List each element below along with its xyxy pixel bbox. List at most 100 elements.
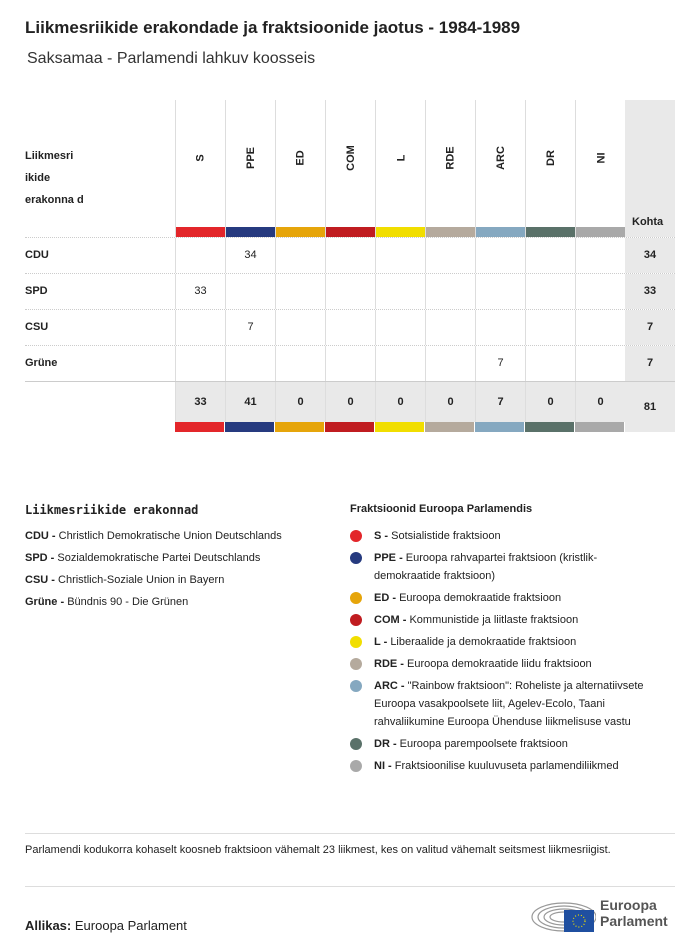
page-title: Liikmesriikide erakondade ja fraktsiooni…	[25, 18, 521, 37]
group-name: Kommunistide ja liitlaste fraktsioon	[409, 614, 579, 626]
column-total: 0	[375, 382, 425, 422]
table-cell	[475, 238, 525, 273]
column-total: 0	[275, 382, 325, 422]
column-total: 0	[575, 382, 625, 422]
table-row: SPD 33 33	[25, 273, 675, 309]
column-label: NI	[595, 152, 607, 164]
group-code: ED -	[374, 592, 396, 604]
bottom-color-bars	[25, 422, 675, 432]
column-label: S	[195, 154, 207, 162]
table-cell: 33	[175, 274, 225, 309]
party-name: CDU	[25, 249, 49, 261]
group-code: S -	[374, 530, 389, 542]
group-color-bar	[576, 227, 625, 237]
grand-total: 81	[625, 382, 675, 432]
column-label-wrap: DR	[526, 138, 576, 178]
column-label-wrap: RDE	[426, 138, 476, 178]
eu-flag-icon	[564, 910, 594, 932]
row-total: 7	[625, 310, 675, 345]
table-cell	[425, 346, 475, 381]
table-row: Grüne 7 7	[25, 345, 675, 381]
column-l: L	[375, 100, 425, 237]
group-color-bar	[375, 422, 424, 432]
table-cell	[525, 310, 575, 345]
group-color-bar	[575, 422, 624, 432]
party-legend-title: Liikmesriikide erakonnad	[25, 503, 199, 517]
column-label-wrap: ED	[276, 138, 326, 178]
column-label: PPE	[244, 146, 257, 170]
group-name: Euroopa demokraatide liidu fraktsioon	[407, 658, 592, 670]
totals-row: 33 41 0 0 0 0 7 0 0 81	[25, 381, 675, 432]
table-cell	[425, 274, 475, 309]
column-ed: ED	[275, 100, 325, 237]
table-cell	[525, 274, 575, 309]
table-header: Liikmesri ikide erakonna d Kohta S PPE ED C…	[25, 100, 675, 237]
table-cell	[475, 274, 525, 309]
color-dot-icon	[350, 760, 362, 772]
party-code: SPD -	[25, 552, 55, 564]
divider	[25, 886, 675, 887]
group-color-bar	[476, 227, 525, 237]
group-legend-title: Fraktsioonid Euroopa Parlamendis	[350, 503, 533, 515]
column-total: 0	[525, 382, 575, 422]
group-name: Fraktsioonilise kuuluvuseta parlamendili…	[394, 760, 619, 772]
table-cell	[325, 274, 375, 309]
source-value: Euroopa Parlament	[74, 918, 187, 933]
column-label-wrap: NI	[576, 138, 626, 178]
table-cell: 7	[225, 310, 275, 345]
group-legend-item: ED - Euroopa demokraatide fraktsioon	[350, 589, 650, 607]
group-code: L -	[374, 636, 388, 648]
group-color-bar	[326, 227, 375, 237]
column-label: ARC	[495, 146, 507, 170]
table-cell	[375, 274, 425, 309]
group-code: ARC -	[374, 680, 405, 692]
table-cell	[275, 310, 325, 345]
group-legend-item: DR - Euroopa parempoolsete fraktsioon	[350, 735, 650, 753]
logo-line1: Euroopa	[600, 897, 657, 913]
party-code: Grüne -	[25, 596, 65, 608]
party-name: Grüne	[25, 357, 58, 369]
table-cell	[575, 274, 625, 309]
group-color-bar	[426, 227, 475, 237]
logo-line2: Parlament	[600, 913, 668, 929]
party-legend: Liikmesriikide erakonnad CDU - Christlic…	[25, 503, 335, 617]
column-total: 33	[175, 382, 225, 422]
table-cell	[575, 310, 625, 345]
party-name: SPD	[25, 285, 48, 297]
row-total: 34	[625, 238, 675, 273]
group-legend-item: S - Sotsialistide fraktsioon	[350, 527, 650, 545]
column-rde: RDE	[425, 100, 475, 237]
group-color-bar	[526, 227, 575, 237]
party-name: CSU	[25, 321, 49, 333]
column-total: 7	[475, 382, 525, 422]
group-color-bar	[425, 422, 474, 432]
column-label-wrap: L	[376, 138, 426, 178]
table-row: CSU 7 7	[25, 309, 675, 345]
group-name: "Rainbow fraktsioon": Roheliste ja alter…	[374, 680, 644, 728]
group-legend-item: NI - Fraktsioonilise kuuluvuseta parlame…	[350, 757, 650, 775]
column-arc: ARC	[475, 100, 525, 237]
table-cell	[325, 310, 375, 345]
group-color-bar	[475, 422, 524, 432]
table-row: CDU 34 34	[25, 237, 675, 273]
table-cell	[225, 274, 275, 309]
table-cell	[325, 346, 375, 381]
table-cell	[475, 310, 525, 345]
group-color-bar	[525, 422, 574, 432]
group-color-bar	[376, 227, 425, 237]
source-label: Allikas:	[25, 918, 72, 933]
table-cell	[375, 238, 425, 273]
column-label-wrap: S	[176, 138, 226, 178]
parliament-hemicycle-icon	[531, 902, 597, 932]
table-cell	[525, 346, 575, 381]
group-code: COM -	[374, 614, 407, 626]
group-name: Sotsialistide fraktsioon	[391, 530, 501, 542]
color-dot-icon	[350, 614, 362, 626]
column-label-wrap: ARC	[476, 138, 526, 178]
table-cell	[175, 238, 225, 273]
group-code: PPE -	[374, 552, 403, 564]
column-com: COM	[325, 100, 375, 237]
table-cell	[225, 346, 275, 381]
party-legend-item: CDU - Christlich Demokratische Union Deu…	[25, 529, 335, 543]
